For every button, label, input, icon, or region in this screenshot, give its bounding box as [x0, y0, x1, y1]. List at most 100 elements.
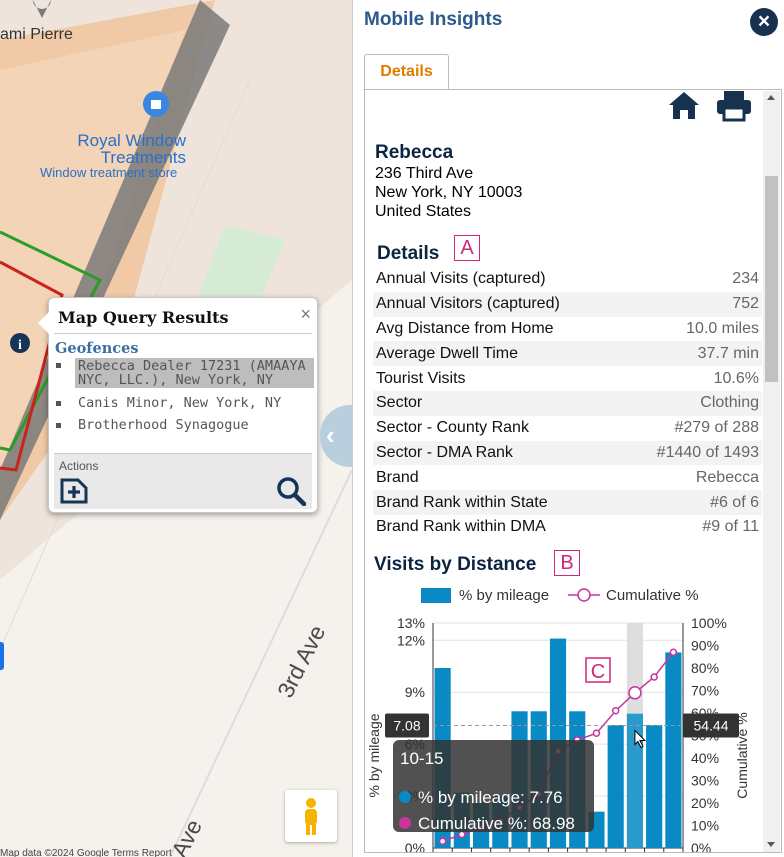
- mobile-insights-panel: Mobile Insights × Details Rebecca 236 Th…: [352, 0, 784, 857]
- legend-series-1: % by mileage: [459, 587, 549, 604]
- geofence-item[interactable]: Canis Minor, New York, NY: [56, 396, 314, 410]
- crosshair-right-value: 54.44: [693, 717, 728, 733]
- scroll-thumb[interactable]: [765, 176, 778, 382]
- add-geofence-icon[interactable]: [59, 477, 89, 505]
- detail-row: Average Dwell Time 37.7 min: [373, 341, 762, 367]
- info-icon: [10, 333, 30, 353]
- popup-close-icon[interactable]: ×: [300, 304, 311, 324]
- detail-value: #9 of 11: [702, 518, 759, 536]
- scrollbar[interactable]: [763, 91, 780, 852]
- tooltip-title: 10-15: [400, 749, 443, 768]
- popup-title: Map Query Results: [58, 308, 229, 327]
- y-axis-title: % by mileage: [366, 713, 382, 797]
- detail-value: #1440 of 1493: [620, 440, 762, 466]
- legend-bar-swatch: [421, 588, 451, 603]
- cumulative-point: [438, 837, 447, 845]
- y2-tick-label: 80%: [691, 660, 719, 676]
- detail-row: Brand Rank within State #6 of 6: [373, 490, 762, 515]
- geofence-item[interactable]: Rebecca Dealer 17231 (AMAAYA NYC, LLC.),…: [56, 358, 314, 388]
- chart-tooltip: [393, 740, 594, 832]
- geofence-item-label[interactable]: Brotherhood Synagogue: [78, 417, 249, 433]
- y2-tick-label: 90%: [691, 638, 719, 654]
- marker-a: A: [454, 235, 480, 261]
- detail-value: 37.7 min: [620, 341, 762, 367]
- detail-row: Tourist Visits 10.6%: [373, 366, 762, 391]
- marker-c-box: [585, 657, 611, 683]
- print-icon[interactable]: [715, 90, 753, 122]
- tooltip-dot-1: [399, 791, 411, 803]
- map-pin-icon: [33, 0, 51, 18]
- home-icon[interactable]: [667, 90, 703, 122]
- business-name: Rebecca: [375, 142, 454, 163]
- geofence-item[interactable]: Brotherhood Synagogue: [56, 418, 314, 432]
- actions-label: Actions: [59, 459, 99, 473]
- detail-row: Sector - DMA Rank #1440 of 1493: [373, 440, 762, 466]
- bar: [646, 725, 663, 848]
- detail-key: Brand Rank within State: [373, 490, 621, 515]
- detail-key: Avg Distance from Home: [376, 319, 554, 337]
- street-line: [169, 469, 352, 857]
- map-control-edge[interactable]: [0, 642, 4, 670]
- details-heading: Details: [377, 243, 440, 264]
- scroll-down-icon[interactable]: [767, 842, 775, 847]
- bar: [665, 652, 682, 848]
- y2-tick-label: 100%: [691, 615, 727, 631]
- popup-section-geofences: Geofences: [55, 340, 139, 357]
- search-icon[interactable]: [276, 476, 306, 506]
- y-tick-label: 9%: [405, 684, 425, 700]
- legend-line-marker: [577, 588, 591, 602]
- details-table: Annual Visits (captured) 234 Annual Visito…: [373, 267, 762, 540]
- geofence-item-label[interactable]: Canis Minor, New York, NY: [78, 395, 282, 411]
- detail-row: Annual Visitors (captured) 752: [373, 291, 762, 317]
- street-view-pegman[interactable]: [285, 790, 337, 842]
- hand-cursor-icon: [634, 729, 647, 749]
- y2-tick-label: 0%: [691, 840, 711, 853]
- detail-row: Sector - County Rank #279 of 288: [373, 416, 762, 441]
- map-copyright: Map data ©2024 Google Terms Report: [0, 848, 172, 857]
- pegman-icon: [305, 798, 317, 835]
- cumulative-point: [650, 673, 658, 681]
- detail-value: 234: [732, 270, 759, 288]
- y2-tick-label: 10%: [691, 818, 719, 834]
- map-view[interactable]: i ami Pierre Royal Window Treatments Win…: [0, 0, 352, 857]
- detail-row: Avg Distance from Home 10.0 miles: [373, 317, 762, 342]
- address-country: United States: [375, 203, 472, 220]
- detail-row: Annual Visits (captured) 234: [373, 267, 762, 292]
- business-address: Rebecca 236 Third Ave New York, NY 10003…: [375, 143, 522, 221]
- bar: [607, 725, 624, 848]
- crosshair-left-badge: [385, 713, 429, 738]
- detail-value: Clothing: [620, 390, 762, 416]
- details-frame: Rebecca 236 Third Ave New York, NY 10003…: [364, 89, 782, 853]
- tooltip-line-2: Cumulative %: 68.98: [418, 814, 575, 833]
- close-icon[interactable]: ×: [750, 8, 778, 36]
- detail-row: Brand Rebecca: [373, 465, 762, 490]
- detail-key: Brand: [376, 468, 419, 486]
- tab-details[interactable]: Details: [364, 54, 449, 90]
- crosshair-right-badge: [683, 713, 739, 738]
- detail-key: Sector - County Rank: [376, 419, 529, 437]
- poi-category: Window treatment store: [40, 165, 178, 180]
- y-tick-label: 0%: [405, 840, 425, 853]
- geofence-item-label[interactable]: Rebecca Dealer 17231 (AMAAYA NYC, LLC.),…: [75, 358, 314, 388]
- chart-heading: Visits by Distance: [374, 554, 537, 575]
- detail-value: #6 of 6: [620, 490, 762, 515]
- detail-key: Sector - DMA Rank: [373, 440, 621, 466]
- detail-value: 10.0 miles: [686, 319, 759, 337]
- poi-label-top: ami Pierre: [0, 26, 73, 43]
- address-line1: 236 Third Ave: [375, 165, 474, 182]
- tooltip-line-1: % by mileage: 7.76: [418, 788, 563, 807]
- detail-row: Sector Clothing: [373, 390, 762, 416]
- poi-name[interactable]: Royal Window Treatments: [60, 132, 186, 166]
- y-tick-label: 13%: [397, 615, 425, 631]
- crosshair-left-value: 7.08: [393, 717, 420, 733]
- detail-key: Sector: [373, 390, 621, 416]
- cumulative-point: [669, 648, 678, 656]
- panel-title: Mobile Insights: [364, 9, 503, 30]
- y2-tick-label: 30%: [691, 773, 719, 789]
- detail-value: 752: [620, 291, 762, 317]
- detail-value: 10.6%: [713, 369, 759, 387]
- scroll-up-icon[interactable]: [767, 95, 775, 100]
- y-tick-label: 12%: [397, 632, 425, 648]
